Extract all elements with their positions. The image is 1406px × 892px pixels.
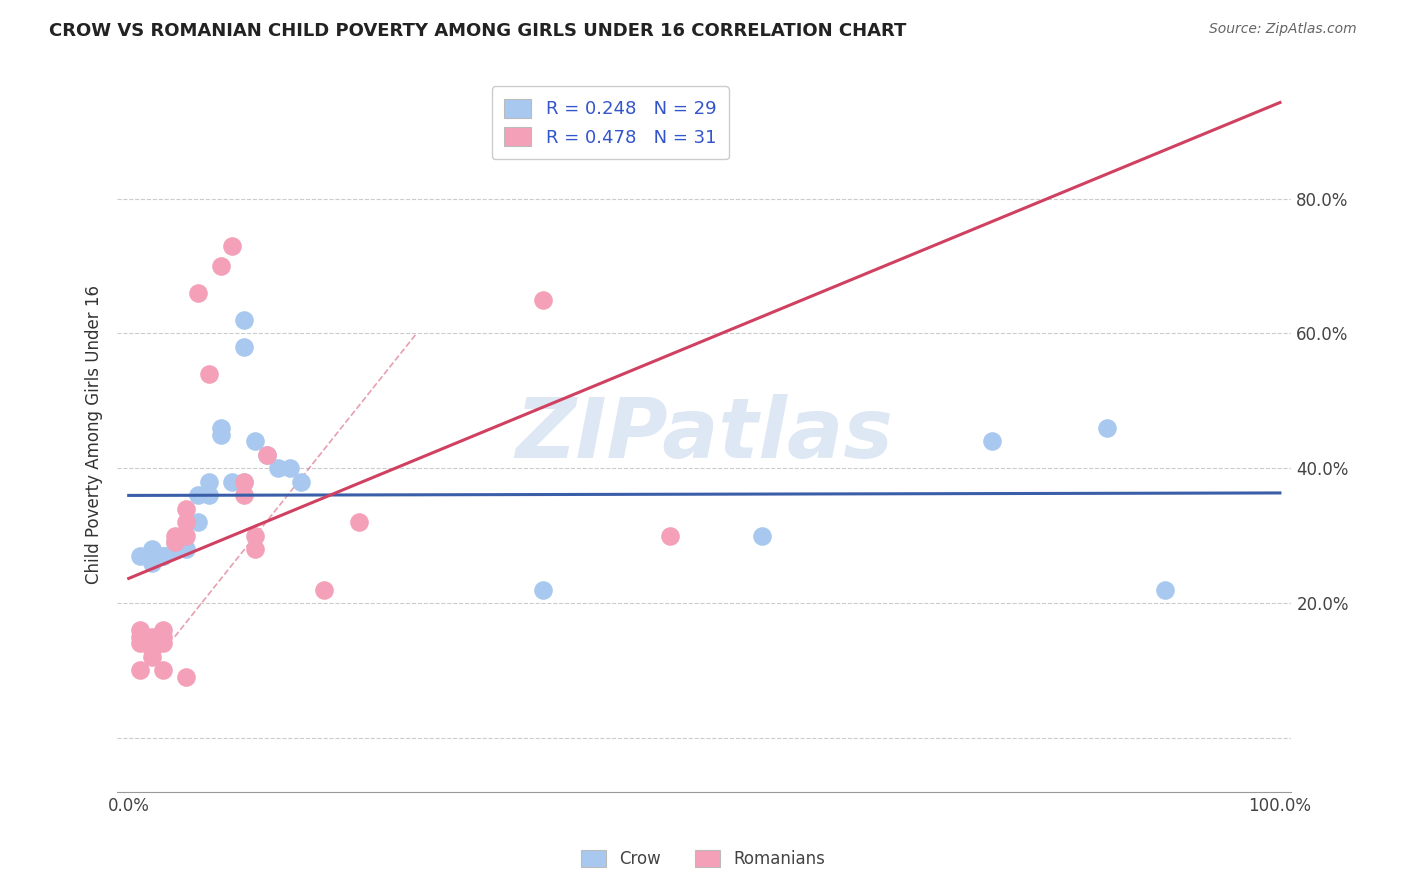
Point: [658, 528, 681, 542]
Point: [531, 582, 554, 597]
Text: Source: ZipAtlas.com: Source: ZipAtlas.com: [1209, 22, 1357, 37]
Point: [152, 664, 174, 678]
Point: [221, 475, 243, 489]
Point: [209, 427, 232, 442]
Text: ZIPatlas: ZIPatlas: [516, 394, 893, 475]
Point: [152, 549, 174, 563]
Point: [221, 239, 243, 253]
Point: [232, 313, 254, 327]
Point: [232, 488, 254, 502]
Point: [245, 434, 267, 449]
Point: [152, 549, 174, 563]
Point: [187, 286, 209, 301]
Point: [174, 515, 197, 529]
Point: [209, 259, 232, 273]
Point: [152, 623, 174, 637]
Point: [256, 448, 278, 462]
Point: [314, 582, 336, 597]
Point: [141, 542, 163, 557]
Point: [232, 340, 254, 354]
Point: [174, 670, 197, 684]
Point: [163, 528, 186, 542]
Point: [174, 542, 197, 557]
Point: [129, 623, 152, 637]
Point: [198, 367, 221, 381]
Point: [152, 630, 174, 644]
Point: [198, 475, 221, 489]
Point: [141, 643, 163, 657]
Point: [163, 535, 186, 549]
Point: [531, 293, 554, 307]
Text: CROW VS ROMANIAN CHILD POVERTY AMONG GIRLS UNDER 16 CORRELATION CHART: CROW VS ROMANIAN CHILD POVERTY AMONG GIR…: [49, 22, 907, 40]
Point: [209, 421, 232, 435]
Legend: Crow, Romanians: Crow, Romanians: [575, 843, 831, 875]
Point: [1097, 421, 1119, 435]
Point: [198, 488, 221, 502]
Point: [232, 475, 254, 489]
Point: [129, 636, 152, 650]
Y-axis label: Child Poverty Among Girls Under 16: Child Poverty Among Girls Under 16: [86, 285, 103, 584]
Point: [152, 636, 174, 650]
Point: [163, 542, 186, 557]
Point: [290, 475, 312, 489]
Point: [187, 515, 209, 529]
Point: [245, 528, 267, 542]
Point: [141, 636, 163, 650]
Point: [981, 434, 1004, 449]
Point: [187, 488, 209, 502]
Point: [141, 649, 163, 664]
Point: [141, 630, 163, 644]
Legend: R = 0.248   N = 29, R = 0.478   N = 31: R = 0.248 N = 29, R = 0.478 N = 31: [492, 87, 730, 160]
Point: [174, 501, 197, 516]
Point: [129, 664, 152, 678]
Point: [751, 528, 773, 542]
Point: [163, 542, 186, 557]
Point: [278, 461, 301, 475]
Point: [129, 630, 152, 644]
Point: [256, 448, 278, 462]
Point: [245, 542, 267, 557]
Point: [232, 475, 254, 489]
Point: [141, 556, 163, 570]
Point: [347, 515, 370, 529]
Point: [129, 549, 152, 563]
Point: [174, 528, 197, 542]
Point: [163, 535, 186, 549]
Point: [1153, 582, 1175, 597]
Point: [267, 461, 290, 475]
